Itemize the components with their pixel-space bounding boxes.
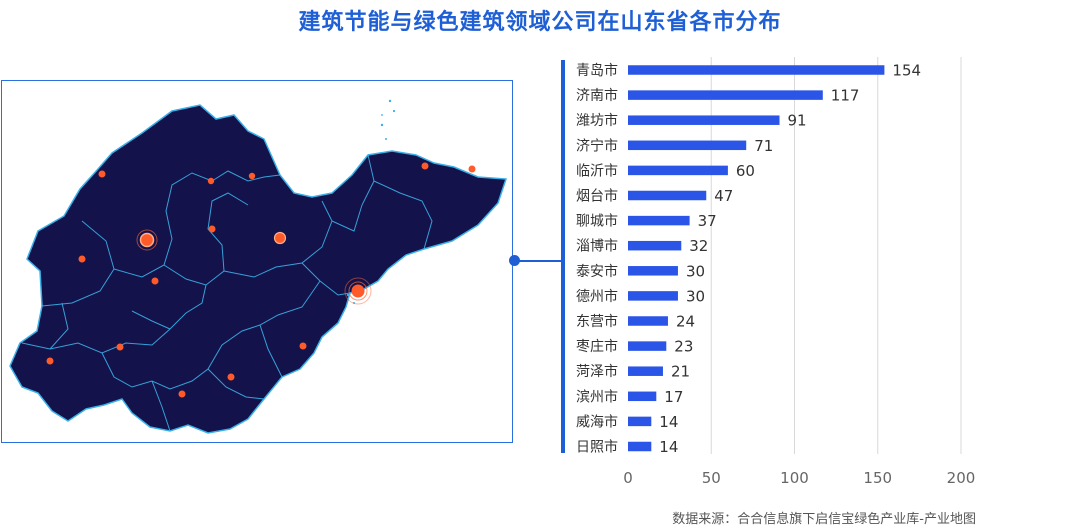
bar	[628, 115, 780, 125]
category-label: 泰安市	[576, 263, 618, 280]
data-label: 47	[714, 187, 733, 205]
category-label: 青岛市	[576, 62, 618, 79]
bar	[628, 366, 663, 376]
x-tick-label: 200	[947, 469, 976, 487]
bar-chart: 0 50 100 150 200 青岛市 154 济南市 117 潍坊市 91 济宁市 71 临沂市 60 烟…	[576, 57, 976, 487]
data-label: 17	[664, 388, 683, 406]
data-label: 24	[676, 313, 695, 331]
x-tick-label: 150	[863, 469, 892, 487]
data-label: 117	[831, 87, 860, 105]
page-title: 建筑节能与绿色建筑领域公司在山东省各市分布	[298, 10, 782, 35]
bar	[628, 215, 690, 226]
data-label: 37	[698, 212, 717, 230]
category-label: 济南市	[576, 87, 618, 104]
map-svg	[9, 99, 508, 434]
data-label: 14	[659, 438, 678, 456]
category-label: 德州市	[576, 288, 618, 305]
bar	[628, 65, 885, 75]
bar	[628, 441, 652, 452]
data-label: 30	[686, 262, 705, 280]
bar	[628, 165, 728, 176]
bar	[628, 341, 667, 351]
data-label: 21	[671, 363, 690, 381]
bar	[628, 190, 707, 201]
connector-dot	[509, 255, 520, 266]
category-label: 淄博市	[576, 238, 618, 255]
bar	[628, 240, 682, 251]
connector-line	[513, 260, 563, 262]
x-tick-label: 50	[702, 469, 721, 487]
bar	[628, 140, 747, 151]
data-label: 14	[659, 413, 678, 431]
x-tick-label: 0	[623, 469, 633, 487]
shandong-map	[1, 80, 513, 443]
bar	[628, 391, 657, 402]
data-label: 60	[736, 162, 755, 180]
data-label: 91	[788, 112, 807, 130]
category-label: 日照市	[576, 439, 618, 456]
city-borders	[21, 154, 433, 432]
city-markers	[46, 162, 476, 398]
bar	[628, 416, 652, 427]
category-label: 滨州市	[576, 388, 618, 405]
category-label: 东营市	[576, 313, 618, 330]
bar	[628, 266, 678, 276]
category-label: 聊城市	[576, 213, 618, 230]
bar	[628, 291, 678, 301]
bar	[628, 90, 823, 100]
category-label: 菏泽市	[576, 363, 618, 380]
data-label: 154	[892, 62, 921, 80]
category-label: 枣庄市	[576, 338, 618, 355]
data-label: 30	[686, 287, 705, 305]
data-label: 32	[689, 237, 708, 255]
category-label: 济宁市	[576, 137, 618, 154]
province-shape	[9, 104, 508, 434]
bar	[628, 316, 668, 326]
x-tick-label: 100	[780, 469, 809, 487]
category-label: 潍坊市	[576, 112, 618, 129]
category-label: 烟台市	[576, 188, 618, 205]
chart-axis-accent-bar	[561, 60, 565, 453]
data-source: 数据来源：合合信息旗下启信宝绿色产业库-产业地图	[672, 512, 976, 527]
data-label: 23	[674, 338, 693, 356]
coast-islands	[346, 99, 396, 304]
category-label: 威海市	[576, 413, 618, 430]
data-label: 71	[754, 137, 773, 155]
category-label: 临沂市	[576, 162, 618, 179]
